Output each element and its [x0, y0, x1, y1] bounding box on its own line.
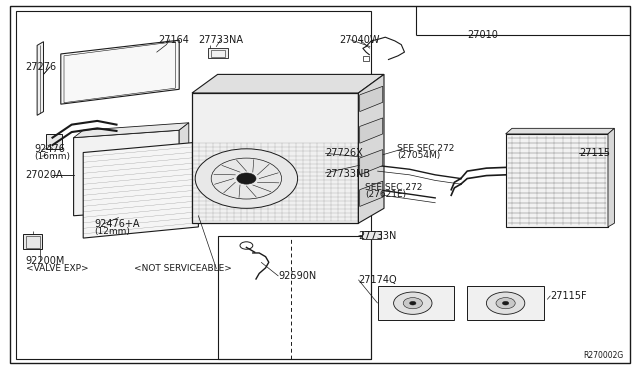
Circle shape [403, 298, 422, 309]
Bar [237, 117, 266, 124]
Text: 92476+A: 92476+A [95, 219, 140, 229]
Text: R270002G: R270002G [584, 351, 624, 360]
Bar [362, 231, 381, 239]
Circle shape [496, 298, 515, 309]
Text: SEE SEC.272: SEE SEC.272 [365, 183, 422, 192]
Polygon shape [608, 128, 614, 227]
Circle shape [410, 301, 416, 305]
Text: 92476: 92476 [35, 144, 65, 154]
Bar [198, 108, 227, 115]
Text: <VALVE EXP>: <VALVE EXP> [26, 264, 88, 273]
Bar [237, 126, 266, 132]
Text: 27733N: 27733N [358, 231, 397, 241]
Text: (27054M): (27054M) [397, 151, 440, 160]
Bar [467, 286, 544, 320]
Text: 27115: 27115 [579, 148, 610, 158]
Bar [275, 99, 304, 106]
Bar [46, 134, 62, 149]
Bar [314, 99, 342, 106]
Circle shape [486, 292, 525, 314]
Bar [211, 50, 225, 57]
Polygon shape [61, 40, 179, 104]
Bar [363, 56, 369, 61]
Bar [198, 135, 227, 141]
Bar [336, 84, 365, 90]
Bar [275, 108, 304, 115]
Bar [298, 84, 326, 90]
Polygon shape [74, 130, 179, 216]
Text: (12mm): (12mm) [95, 227, 131, 236]
Text: 27040W: 27040W [339, 35, 380, 45]
Bar [298, 77, 326, 83]
Polygon shape [360, 86, 383, 112]
Polygon shape [506, 128, 614, 134]
Text: 27733NB: 27733NB [325, 169, 371, 179]
Polygon shape [506, 134, 608, 227]
Circle shape [394, 292, 432, 314]
Text: 27115F: 27115F [550, 291, 587, 301]
Bar [362, 161, 371, 167]
Polygon shape [37, 42, 44, 115]
Bar [237, 108, 266, 115]
Text: (16mm): (16mm) [35, 152, 70, 161]
Bar [314, 135, 342, 141]
Polygon shape [192, 74, 384, 93]
Text: SEE SEC.272: SEE SEC.272 [397, 144, 454, 153]
Bar [336, 77, 365, 83]
Bar [368, 155, 376, 161]
Bar [221, 84, 250, 90]
Text: 27726X: 27726X [325, 148, 363, 158]
Text: 27010: 27010 [467, 30, 498, 39]
Bar [198, 126, 227, 132]
Polygon shape [83, 142, 198, 238]
Circle shape [195, 149, 298, 208]
Bar [237, 135, 266, 141]
Text: 27733NA: 27733NA [198, 35, 243, 45]
Polygon shape [360, 150, 383, 175]
Polygon shape [179, 123, 189, 208]
Bar [314, 126, 342, 132]
Bar [221, 77, 250, 83]
Polygon shape [192, 93, 358, 223]
Bar [23, 234, 42, 249]
Text: <NOT SERVICEABLE>: <NOT SERVICEABLE> [134, 264, 232, 273]
Bar [259, 84, 288, 90]
Bar [259, 77, 288, 83]
Bar [198, 99, 227, 106]
Bar [275, 117, 304, 124]
Text: (27621E): (27621E) [365, 190, 406, 199]
Bar [378, 286, 454, 320]
Bar [237, 99, 266, 106]
Polygon shape [358, 74, 384, 223]
Text: 27020A: 27020A [26, 170, 63, 180]
Text: 27174Q: 27174Q [358, 275, 397, 285]
Bar [314, 117, 342, 124]
Polygon shape [360, 181, 383, 206]
Polygon shape [360, 118, 383, 143]
Bar [26, 236, 40, 248]
Text: 92200M: 92200M [26, 256, 65, 266]
Text: 92590N: 92590N [278, 271, 317, 281]
Bar [366, 154, 378, 162]
Text: 27164: 27164 [159, 35, 189, 45]
Polygon shape [74, 123, 189, 138]
Bar [208, 48, 228, 58]
Bar [218, 236, 371, 359]
Bar [314, 108, 342, 115]
Circle shape [237, 173, 256, 184]
Bar [275, 126, 304, 132]
Bar [198, 117, 227, 124]
Circle shape [502, 301, 509, 305]
Text: 27276: 27276 [26, 62, 57, 72]
Bar [275, 135, 304, 141]
Bar [16, 11, 371, 359]
